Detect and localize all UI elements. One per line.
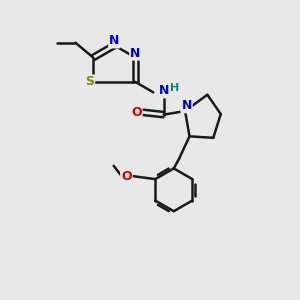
Text: N: N [158, 84, 169, 98]
Text: S: S [85, 75, 94, 88]
Text: O: O [121, 170, 132, 183]
Text: O: O [131, 106, 142, 119]
Text: H: H [170, 83, 179, 93]
Text: N: N [130, 46, 141, 60]
Text: N: N [109, 34, 119, 47]
Text: N: N [182, 99, 192, 112]
